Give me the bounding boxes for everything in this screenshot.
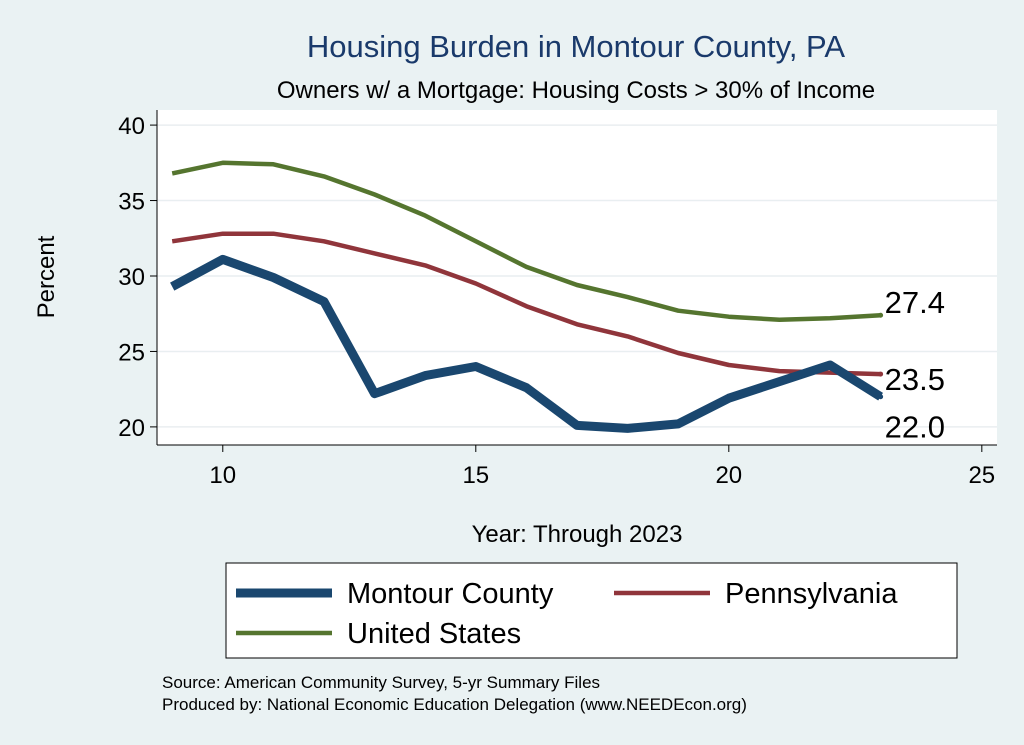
axes [156,110,997,446]
source-line: Source: American Community Survey, 5-yr … [162,673,600,692]
x-tick-label: 20 [715,462,742,489]
y-tick-label: 30 [118,264,145,291]
end-label-montour-county: 22.0 [885,410,945,445]
legend: Montour County Pennsylvania United States [236,578,898,650]
legend-label: United States [347,618,521,650]
series-line-montour-county [170,254,883,433]
series-line-united-states [171,160,881,323]
x-ticks: 10 15 20 25 [209,445,995,489]
y-ticks: 20 25 30 35 40 [118,113,157,442]
x-tick-label: 15 [462,462,489,489]
y-tick-label: 20 [118,415,145,442]
y-tick-label: 25 [118,339,145,366]
end-label-united-states: 27.4 [885,285,945,320]
chart-title: Housing Burden in Montour County, PA [307,29,846,64]
series-end-point [878,312,884,318]
end-labels: 22.0 23.5 27.4 [885,285,945,444]
plot-area [157,110,997,445]
y-tick-label: 40 [118,113,145,140]
series-end-point [878,371,884,377]
source-notes: Source: American Community Survey, 5-yr … [162,673,747,714]
produced-by-line: Produced by: National Economic Education… [162,695,747,714]
x-tick-label: 10 [209,462,236,489]
series-line-pennsylvania [171,231,881,377]
y-tick-label: 35 [118,189,145,216]
x-tick-label: 25 [968,462,995,489]
legend-label: Montour County [347,578,554,610]
chart-subtitle: Owners w/ a Mortgage: Housing Costs > 30… [277,77,875,104]
legend-box [225,562,958,659]
end-label-pennsylvania: 23.5 [885,362,945,397]
y-axis-label: Percent [33,235,60,318]
x-axis-label: Year: Through 2023 [472,521,683,548]
legend-label: Pennsylvania [725,578,898,610]
series-end-point [878,394,884,400]
series-lines [170,160,884,433]
